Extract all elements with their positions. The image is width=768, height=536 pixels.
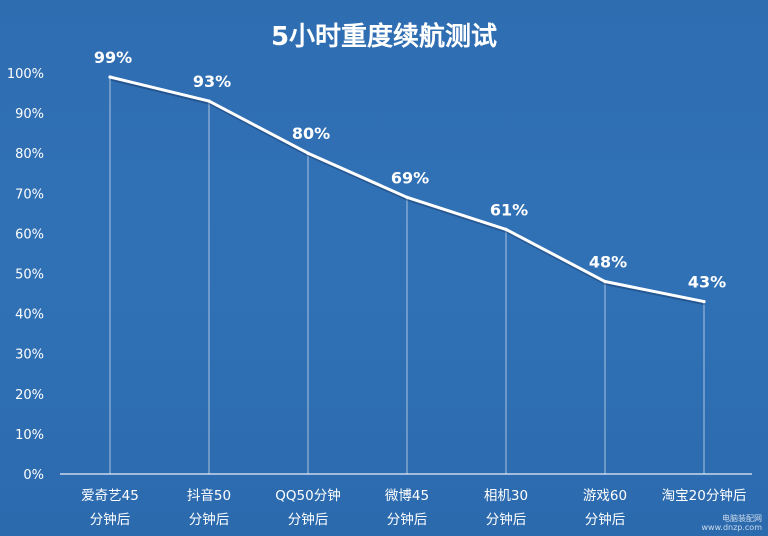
data-label: 43% [688,273,726,292]
x-category-label: 抖音50 [187,487,231,504]
y-tick-label: 80% [15,147,44,162]
data-point [504,227,508,231]
data-point [702,299,706,304]
y-tick-label: 70% [15,187,44,202]
watermark-line2: www.dnzp.com [701,523,763,532]
y-tick-label: 20% [15,388,44,403]
x-category-label-line2: 分钟后 [585,511,626,528]
watermark-line1: 电脑装配网 [722,514,762,523]
data-label: 99% [94,48,132,67]
x-category-label-line2: 分钟后 [90,511,131,528]
x-category-label: 淘宝20分钟后 [662,487,747,504]
y-tick-label: 50% [15,268,44,283]
x-category-label: 爱奇艺45 [81,487,139,504]
x-category-label: QQ50分钟 [275,487,340,504]
watermark: 电脑装配网 www.dnzp.com [702,514,763,532]
data-point [603,279,607,284]
data-label: 80% [292,124,330,143]
x-category-label-line2: 分钟后 [387,511,428,528]
x-category-label: 微博45 [385,487,429,504]
y-tick-label: 10% [15,428,44,443]
x-category-label: 游戏60 [583,488,627,504]
x-category-label: 相机30 [484,488,528,504]
data-label: 61% [490,200,528,219]
y-tick-label: 30% [15,348,44,363]
data-point [405,195,409,199]
data-point [108,75,112,79]
data-point [306,151,310,155]
y-tick-label: 90% [15,107,44,122]
x-category-label-line2: 分钟后 [486,511,527,528]
y-tick-label: 40% [15,308,44,323]
chart-title: 5小时重度续航测试 [271,21,497,52]
data-point [207,99,211,103]
y-tick-label: 100% [7,67,44,82]
y-tick-label: 60% [15,227,44,242]
data-label: 93% [193,72,231,91]
data-label: 48% [589,253,627,272]
data-label: 69% [391,168,429,187]
x-category-label-line2: 分钟后 [288,511,329,528]
x-category-label-line2: 分钟后 [189,511,230,528]
y-tick-label: 0% [23,468,44,483]
